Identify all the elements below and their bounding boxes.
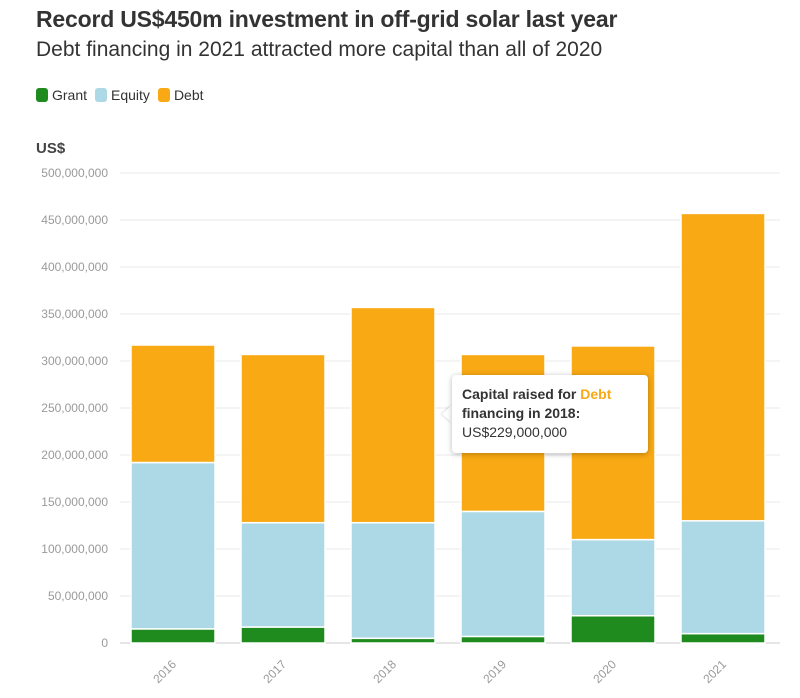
bar-equity-2019 bbox=[460, 510, 546, 638]
y-tick-label: 500,000,000 bbox=[41, 166, 108, 180]
bar-equity-2020 bbox=[570, 538, 656, 617]
legend-label-grant: Grant bbox=[52, 87, 88, 103]
bar-grant-2021 bbox=[680, 632, 766, 644]
y-axis-title: US$ bbox=[36, 140, 66, 157]
legend-swatch-debt bbox=[157, 88, 170, 102]
x-tick-label: 2017 bbox=[260, 657, 289, 686]
bar-grant-2019 bbox=[460, 635, 546, 644]
y-tick-label: 200,000,000 bbox=[41, 448, 108, 462]
chart-subtitle: Debt financing in 2021 attracted more ca… bbox=[36, 38, 603, 61]
x-tick-label: 2021 bbox=[700, 657, 729, 686]
y-tick-label: 250,000,000 bbox=[41, 401, 108, 415]
legend-item-grant[interactable]: Grant bbox=[36, 87, 87, 103]
y-tick-label: 450,000,000 bbox=[41, 213, 108, 227]
bar-equity-2021 bbox=[680, 520, 766, 635]
y-tick-label: 300,000,000 bbox=[41, 354, 108, 368]
bar-equity-2017 bbox=[240, 521, 326, 628]
bar-debt-2017 bbox=[240, 353, 326, 524]
x-tick-label: 2016 bbox=[150, 657, 179, 686]
bar-grant-2020 bbox=[570, 614, 656, 644]
legend: Grant Equity Debt bbox=[36, 87, 212, 103]
x-tick-label: 2020 bbox=[590, 657, 619, 686]
legend-label-debt: Debt bbox=[173, 87, 204, 103]
y-tick-label: 100,000,000 bbox=[41, 542, 108, 556]
legend-swatch-grant bbox=[36, 88, 48, 102]
y-tick-label: 150,000,000 bbox=[41, 495, 108, 509]
tooltip-line2: financing in 2018: bbox=[462, 405, 581, 421]
legend-swatch-equity bbox=[95, 88, 108, 102]
bar-equity-2016 bbox=[130, 461, 216, 630]
x-tick-label: 2019 bbox=[480, 657, 509, 686]
x-tick-label: 2018 bbox=[370, 657, 399, 686]
legend-item-debt[interactable]: Debt bbox=[157, 87, 204, 103]
tooltip-header: Capital raised for Debt bbox=[462, 385, 638, 404]
bar-debt-2016 bbox=[130, 344, 216, 464]
legend-label-equity: Equity bbox=[111, 87, 150, 103]
y-tick-label: 0 bbox=[101, 636, 108, 650]
bar-equity-2018 bbox=[350, 521, 436, 640]
legend-item-equity[interactable]: Equity bbox=[95, 87, 150, 103]
bar-grant-2017 bbox=[240, 626, 326, 644]
bar-grant-2016 bbox=[130, 628, 216, 644]
chart-title: Record US$450m investment in off-grid so… bbox=[36, 6, 618, 32]
tooltip-value: US$229,000,000 bbox=[462, 424, 568, 440]
y-tick-label: 350,000,000 bbox=[41, 307, 108, 321]
tooltip: Capital raised for Debt financing in 201… bbox=[452, 375, 648, 453]
y-tick-label: 400,000,000 bbox=[41, 260, 108, 274]
tooltip-prefix: Capital raised for bbox=[462, 386, 581, 402]
tooltip-arrow bbox=[442, 405, 452, 423]
bar-debt-2021 bbox=[680, 212, 766, 522]
tooltip-series: Debt bbox=[580, 386, 612, 402]
bar-debt-2018 bbox=[350, 306, 436, 524]
y-tick-label: 50,000,000 bbox=[48, 589, 108, 603]
